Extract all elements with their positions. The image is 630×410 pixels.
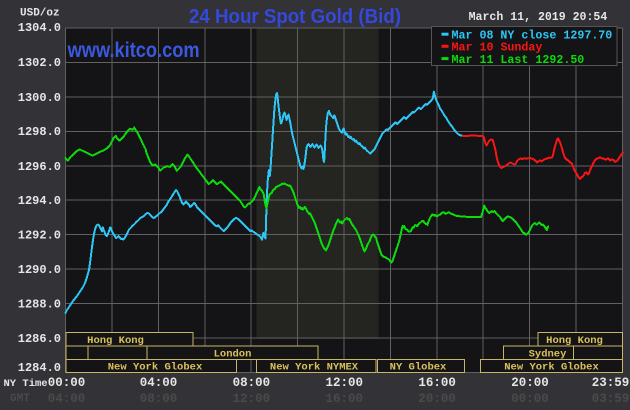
- svg-text:Mar 08 NY close 1297.70: Mar 08 NY close 1297.70: [452, 29, 613, 42]
- svg-text:Mar 11 Last 1292.50: Mar 11 Last 1292.50: [452, 54, 585, 67]
- svg-text:USD/oz: USD/oz: [20, 8, 60, 20]
- svg-text:New York NYMEX: New York NYMEX: [270, 361, 359, 373]
- svg-text:23:59: 23:59: [592, 376, 630, 390]
- svg-text:1294.0: 1294.0: [18, 194, 61, 208]
- svg-text:04:00: 04:00: [48, 392, 86, 406]
- svg-text:16:00: 16:00: [418, 376, 456, 390]
- svg-text:20:00: 20:00: [511, 376, 549, 390]
- svg-text:24 Hour Spot Gold (Bid): 24 Hour Spot Gold (Bid): [189, 6, 401, 28]
- svg-text:04:00: 04:00: [140, 376, 178, 390]
- svg-text:1300.0: 1300.0: [18, 91, 61, 105]
- svg-text:1292.0: 1292.0: [18, 229, 61, 243]
- svg-text:Mar 10 Sunday: Mar 10 Sunday: [452, 42, 543, 55]
- svg-text:1304.0: 1304.0: [18, 21, 61, 35]
- svg-text:Hong Kong: Hong Kong: [546, 335, 603, 347]
- svg-text:1298.0: 1298.0: [18, 125, 61, 139]
- svg-text:1284.0: 1284.0: [18, 361, 61, 375]
- svg-text:00:00: 00:00: [511, 392, 549, 406]
- svg-text:GMT: GMT: [10, 393, 30, 405]
- svg-text:Hong Kong: Hong Kong: [87, 335, 144, 347]
- svg-text:16:00: 16:00: [325, 392, 363, 406]
- svg-text:1302.0: 1302.0: [18, 56, 61, 70]
- svg-text:www.kitco.com: www.kitco.com: [67, 39, 200, 62]
- svg-text:12:00: 12:00: [325, 376, 363, 390]
- svg-text:1286.0: 1286.0: [18, 332, 61, 346]
- svg-text:03:59: 03:59: [592, 392, 630, 406]
- svg-text:Sydney: Sydney: [529, 348, 568, 360]
- svg-text:08:00: 08:00: [233, 376, 271, 390]
- svg-text:08:00: 08:00: [140, 392, 178, 406]
- svg-text:20:00: 20:00: [418, 392, 456, 406]
- svg-text:1290.0: 1290.0: [18, 263, 61, 277]
- svg-text:New York Globex: New York Globex: [108, 361, 203, 373]
- svg-text:New York Globex: New York Globex: [504, 361, 599, 373]
- svg-text:1288.0: 1288.0: [18, 298, 61, 312]
- svg-text:00:00: 00:00: [48, 376, 86, 390]
- svg-text:1296.0: 1296.0: [18, 160, 61, 174]
- svg-text:London: London: [214, 348, 252, 360]
- svg-text:March 11, 2019 20:54: March 11, 2019 20:54: [469, 10, 608, 24]
- svg-text:NY Globex: NY Globex: [390, 361, 447, 373]
- svg-text:NY Time: NY Time: [4, 378, 48, 390]
- svg-text:12:00: 12:00: [233, 392, 271, 406]
